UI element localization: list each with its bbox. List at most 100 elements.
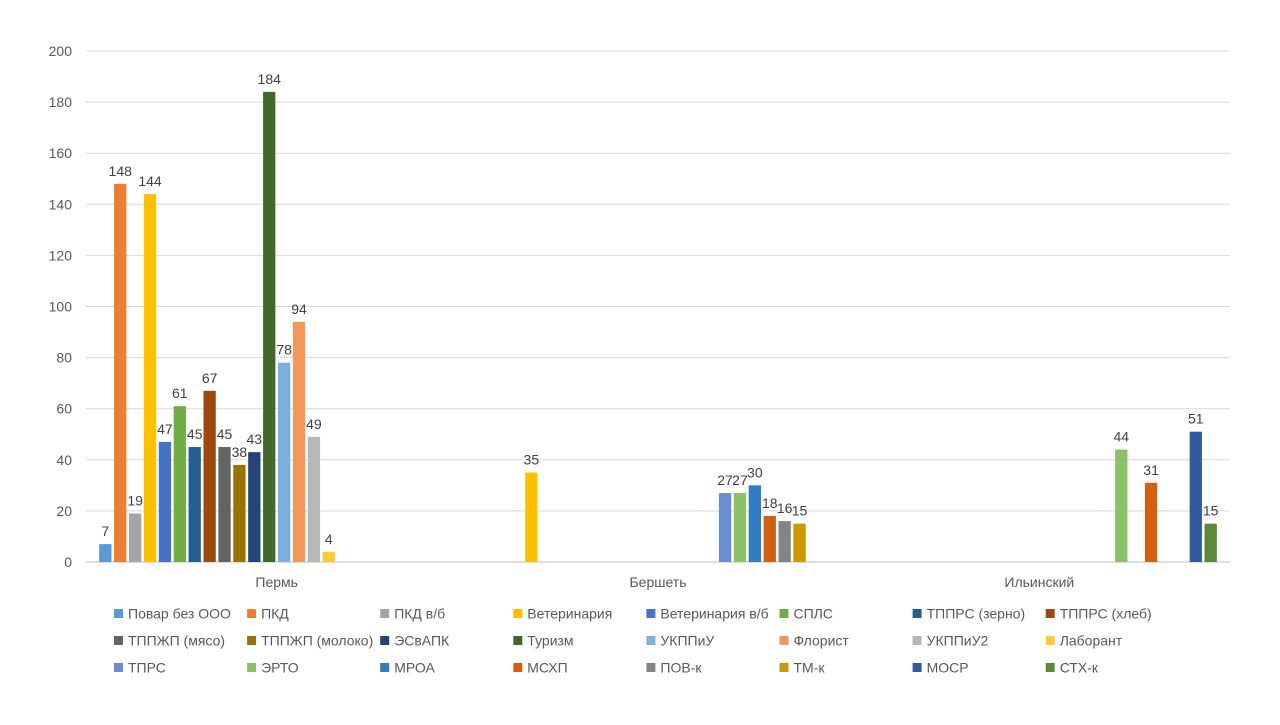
legend-label: СТХ-к [1060,660,1099,676]
legend-swatch [247,636,257,645]
legend-label: ТПРС [128,660,166,676]
legend-label: ПКД в/б [394,606,445,622]
data-label: 51 [1188,411,1204,427]
bar [277,362,291,562]
data-label: 7 [101,523,109,539]
y-tick-label: 60 [56,401,72,417]
legend-swatch [247,663,257,672]
bar [1204,523,1217,562]
x-tick-label: Пермь [255,574,298,590]
data-label: 27 [717,472,733,488]
bar [188,447,201,562]
x-tick-label: Ильинский [1004,574,1074,590]
legend-swatch [779,636,789,645]
bar [1144,482,1158,562]
bar [128,513,142,562]
data-label: 16 [777,500,793,516]
legend-swatch [779,663,789,672]
bar [733,493,747,562]
legend-swatch [114,609,123,618]
data-label: 35 [524,452,540,468]
bar [1189,431,1202,562]
y-tick-label: 180 [49,94,73,110]
data-label: 45 [217,426,233,442]
legend-swatch [513,609,523,618]
bar [233,464,246,562]
legend-label: ТППЖП (молоко) [261,633,373,649]
legend-label: МРОА [394,660,435,676]
legend-label: ТППЖП (мясо) [128,633,225,649]
legend-swatch [912,609,922,618]
legend-label: ПКД [261,606,289,622]
data-label: 78 [276,342,292,358]
legend-swatch [380,636,390,645]
legend-label: Ветеринария [527,606,612,622]
legend-label: ТППРС (хлеб) [1060,606,1152,622]
data-label: 148 [109,163,133,179]
y-tick-label: 200 [49,43,73,59]
data-label: 27 [732,472,748,488]
data-label: 94 [291,301,307,317]
legend-label: ЭСвАПК [394,633,450,649]
y-tick-label: 0 [64,554,72,570]
bar [793,523,806,562]
legend-label: Флорист [794,633,850,649]
legend-label: Повар без ООО [128,606,231,622]
data-label: 31 [1143,462,1159,478]
legend-label: Ветеринария в/б [660,606,768,622]
legend-label: ПОВ-к [660,660,702,676]
y-tick-label: 20 [56,503,72,519]
legend-swatch [1045,663,1055,672]
data-label: 47 [157,421,173,437]
data-label: 61 [172,385,188,401]
legend-label: МОСР [927,660,969,676]
x-tick-label: Бершеть [629,574,686,590]
data-label: 45 [187,426,203,442]
legend-label: УКППиУ2 [927,633,989,649]
bar [158,441,172,562]
bar [718,493,732,562]
legend-swatch [380,663,390,672]
bar [292,321,306,562]
legend-label: СПЛС [794,606,833,622]
data-label: 19 [127,492,143,508]
legend-swatch [1045,609,1055,618]
data-label: 18 [762,495,778,511]
data-label: 30 [747,464,763,480]
legend-swatch [912,663,922,672]
data-label: 184 [258,71,282,87]
legend-swatch [1045,636,1055,645]
legend-swatch [646,663,656,672]
data-label: 15 [792,503,808,519]
legend-label: УКППиУ [660,633,714,649]
legend-swatch [513,636,523,645]
legend-swatch [114,663,123,672]
data-label: 44 [1113,429,1129,445]
y-tick-label: 80 [56,350,72,366]
legend-swatch [380,609,390,618]
legend-label: МСХП [527,660,567,676]
legend-label: ТМ-к [794,660,826,676]
data-label: 38 [232,444,248,460]
data-label: 49 [306,416,322,432]
data-label: 67 [202,370,218,386]
data-label: 144 [138,173,162,189]
bar [203,390,216,562]
data-label: 4 [325,531,333,547]
data-label: 15 [1203,503,1219,519]
bar [248,452,261,562]
bar [114,183,127,563]
legend-label: Туризм [527,633,573,649]
bar [143,194,157,562]
bar [218,447,231,562]
bar [1115,449,1128,562]
bar [307,436,321,562]
y-tick-label: 160 [49,145,73,161]
bar [263,91,276,562]
legend-label: ЭРТО [261,660,299,676]
legend-swatch [114,636,123,645]
y-tick-label: 140 [49,196,73,212]
bar [778,521,791,562]
legend-label: ТППРС (зерно) [927,606,1026,622]
